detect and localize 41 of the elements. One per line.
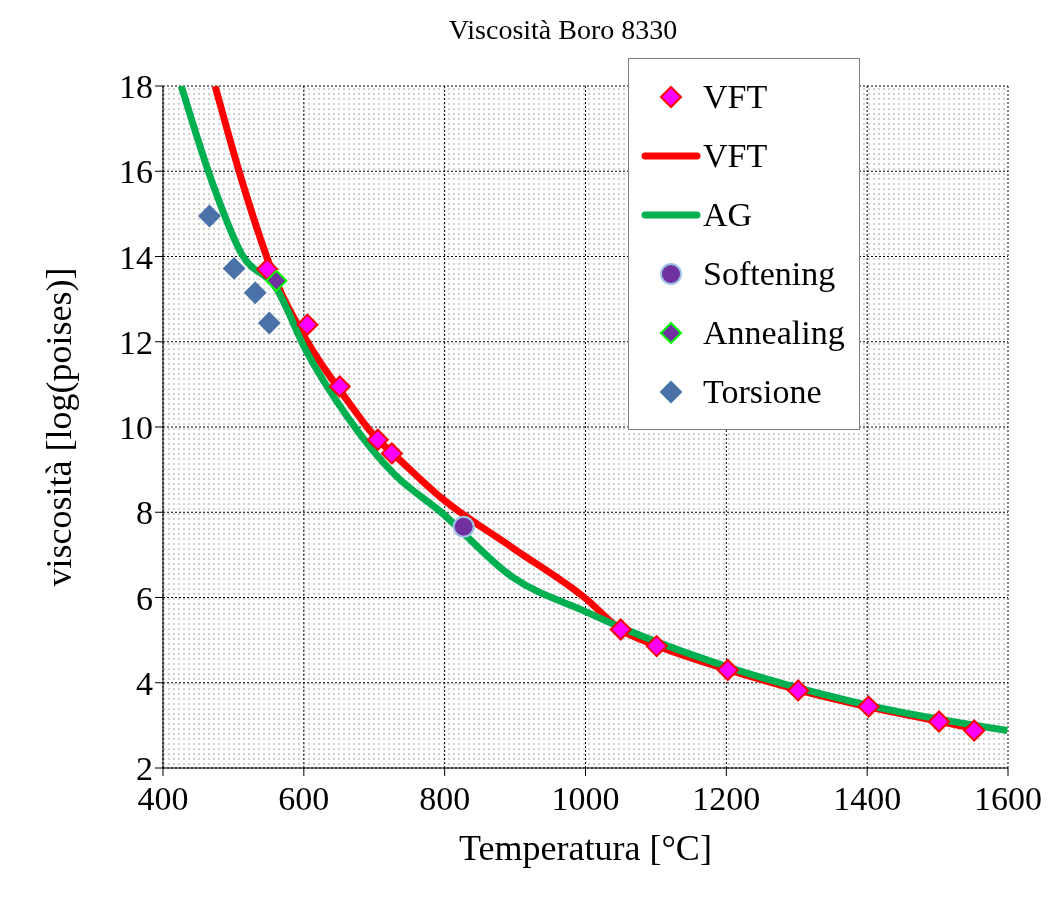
x-tick-label: 800 — [419, 780, 471, 818]
legend-label: Annealing — [703, 313, 845, 352]
legend-label: AG — [703, 195, 753, 234]
x-tick-label: 1600 — [974, 780, 1042, 818]
point — [223, 257, 246, 280]
legend-label: Torsione — [703, 372, 822, 411]
point — [787, 679, 810, 702]
point — [258, 312, 281, 334]
y-tick-label: 18 — [119, 68, 153, 106]
point — [645, 635, 668, 658]
y-tick-label: 10 — [119, 409, 153, 447]
legend-label: VFT — [703, 77, 768, 116]
legend-label: VFT — [703, 136, 768, 175]
x-tick-label: 1400 — [833, 780, 902, 818]
point — [265, 269, 288, 292]
point — [296, 313, 319, 336]
point — [366, 428, 389, 451]
y-axis-title: viscosità [log(poises)] — [38, 267, 79, 587]
x-tick-label: 1200 — [692, 780, 761, 818]
point — [256, 258, 279, 281]
x-tick-label: 600 — [278, 780, 330, 818]
point — [963, 719, 986, 742]
y-tick-label: 4 — [136, 664, 153, 702]
y-tick-label: 14 — [119, 238, 153, 276]
y-tick-label: 6 — [136, 579, 153, 617]
y-tick-label: 12 — [119, 323, 153, 361]
point — [857, 695, 880, 718]
point — [244, 281, 267, 304]
point — [609, 618, 632, 641]
y-tick-label: 8 — [136, 494, 153, 532]
chart-title: Viscosità Boro 8330 — [447, 13, 679, 47]
legend-label: Softening — [703, 254, 836, 293]
y-tick-label: 16 — [119, 153, 153, 191]
point — [452, 515, 475, 538]
point — [198, 205, 221, 228]
point — [716, 658, 739, 681]
x-tick-label: 1000 — [551, 780, 620, 818]
point — [927, 710, 950, 733]
point — [380, 442, 403, 465]
point — [328, 375, 351, 398]
x-axis-title: Temperatura [°C] — [459, 828, 712, 868]
